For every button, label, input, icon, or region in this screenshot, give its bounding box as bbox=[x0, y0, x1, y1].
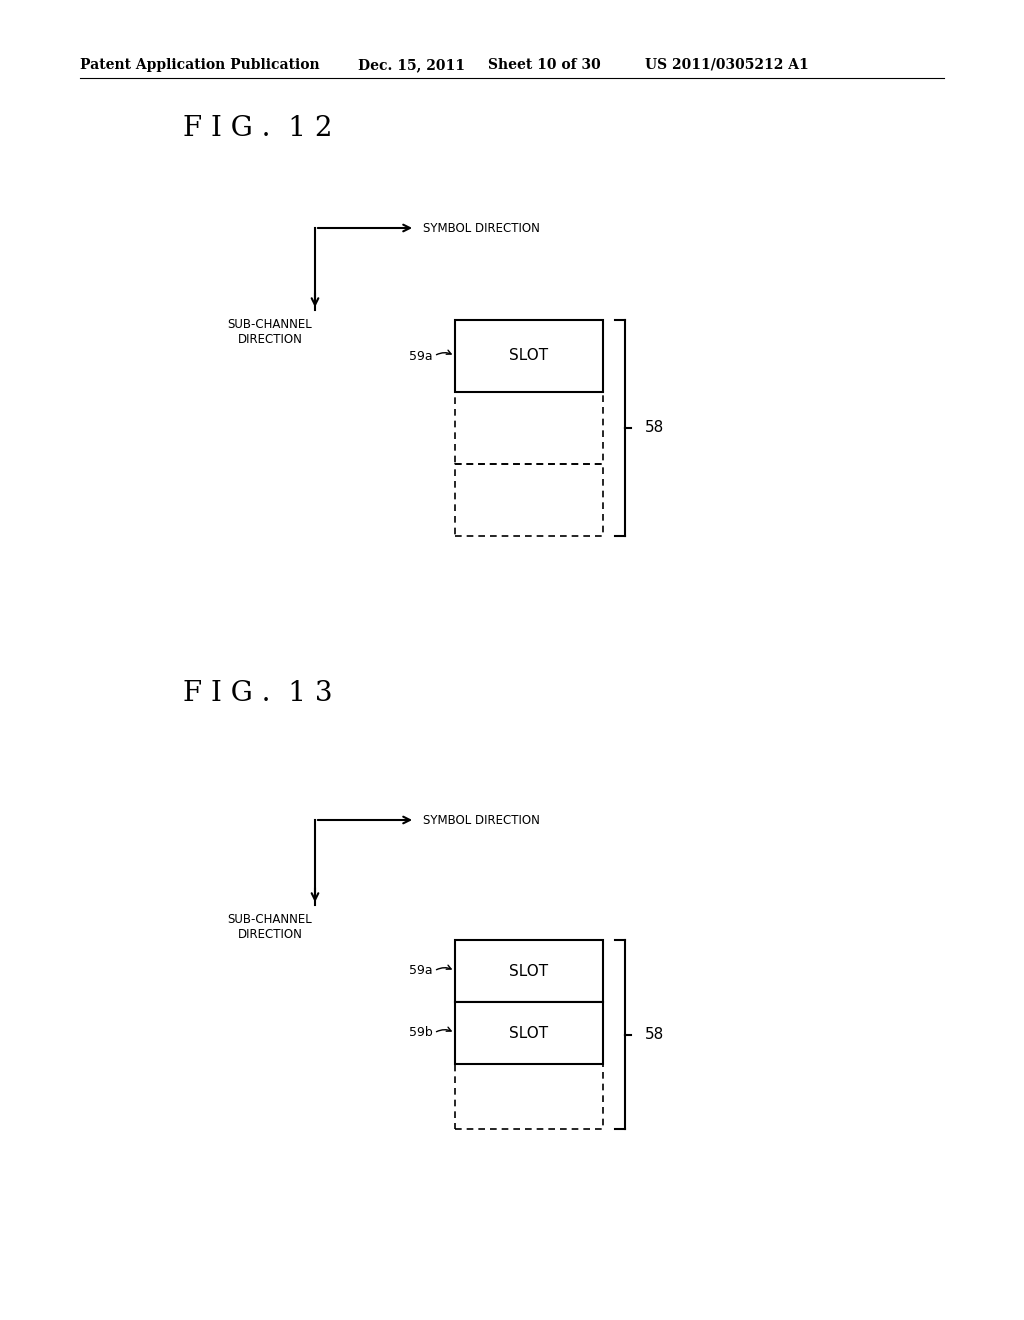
Bar bbox=[455, 465, 603, 536]
Text: SYMBOL DIRECTION: SYMBOL DIRECTION bbox=[423, 222, 540, 235]
Text: SLOT: SLOT bbox=[509, 348, 549, 363]
Bar bbox=[455, 319, 603, 392]
Text: 59a: 59a bbox=[410, 350, 433, 363]
Text: Patent Application Publication: Patent Application Publication bbox=[80, 58, 319, 73]
Text: SYMBOL DIRECTION: SYMBOL DIRECTION bbox=[423, 814, 540, 828]
Bar bbox=[455, 392, 603, 465]
Text: Dec. 15, 2011: Dec. 15, 2011 bbox=[358, 58, 465, 73]
Text: Sheet 10 of 30: Sheet 10 of 30 bbox=[488, 58, 601, 73]
Text: 58: 58 bbox=[645, 421, 665, 436]
Text: SUB-CHANNEL: SUB-CHANNEL bbox=[227, 318, 312, 331]
Bar bbox=[455, 1064, 603, 1129]
Bar bbox=[455, 1002, 603, 1064]
Text: SLOT: SLOT bbox=[509, 1026, 549, 1040]
Text: SLOT: SLOT bbox=[509, 964, 549, 978]
Text: DIRECTION: DIRECTION bbox=[238, 333, 302, 346]
Text: US 2011/0305212 A1: US 2011/0305212 A1 bbox=[645, 58, 809, 73]
Text: 59b: 59b bbox=[410, 1027, 433, 1040]
Text: 59a: 59a bbox=[410, 965, 433, 978]
Bar bbox=[455, 940, 603, 1002]
Text: SUB-CHANNEL: SUB-CHANNEL bbox=[227, 913, 312, 927]
Text: F I G .  1 3: F I G . 1 3 bbox=[183, 680, 333, 708]
Text: DIRECTION: DIRECTION bbox=[238, 928, 302, 941]
Text: F I G .  1 2: F I G . 1 2 bbox=[183, 115, 333, 143]
Text: 58: 58 bbox=[645, 1027, 665, 1041]
